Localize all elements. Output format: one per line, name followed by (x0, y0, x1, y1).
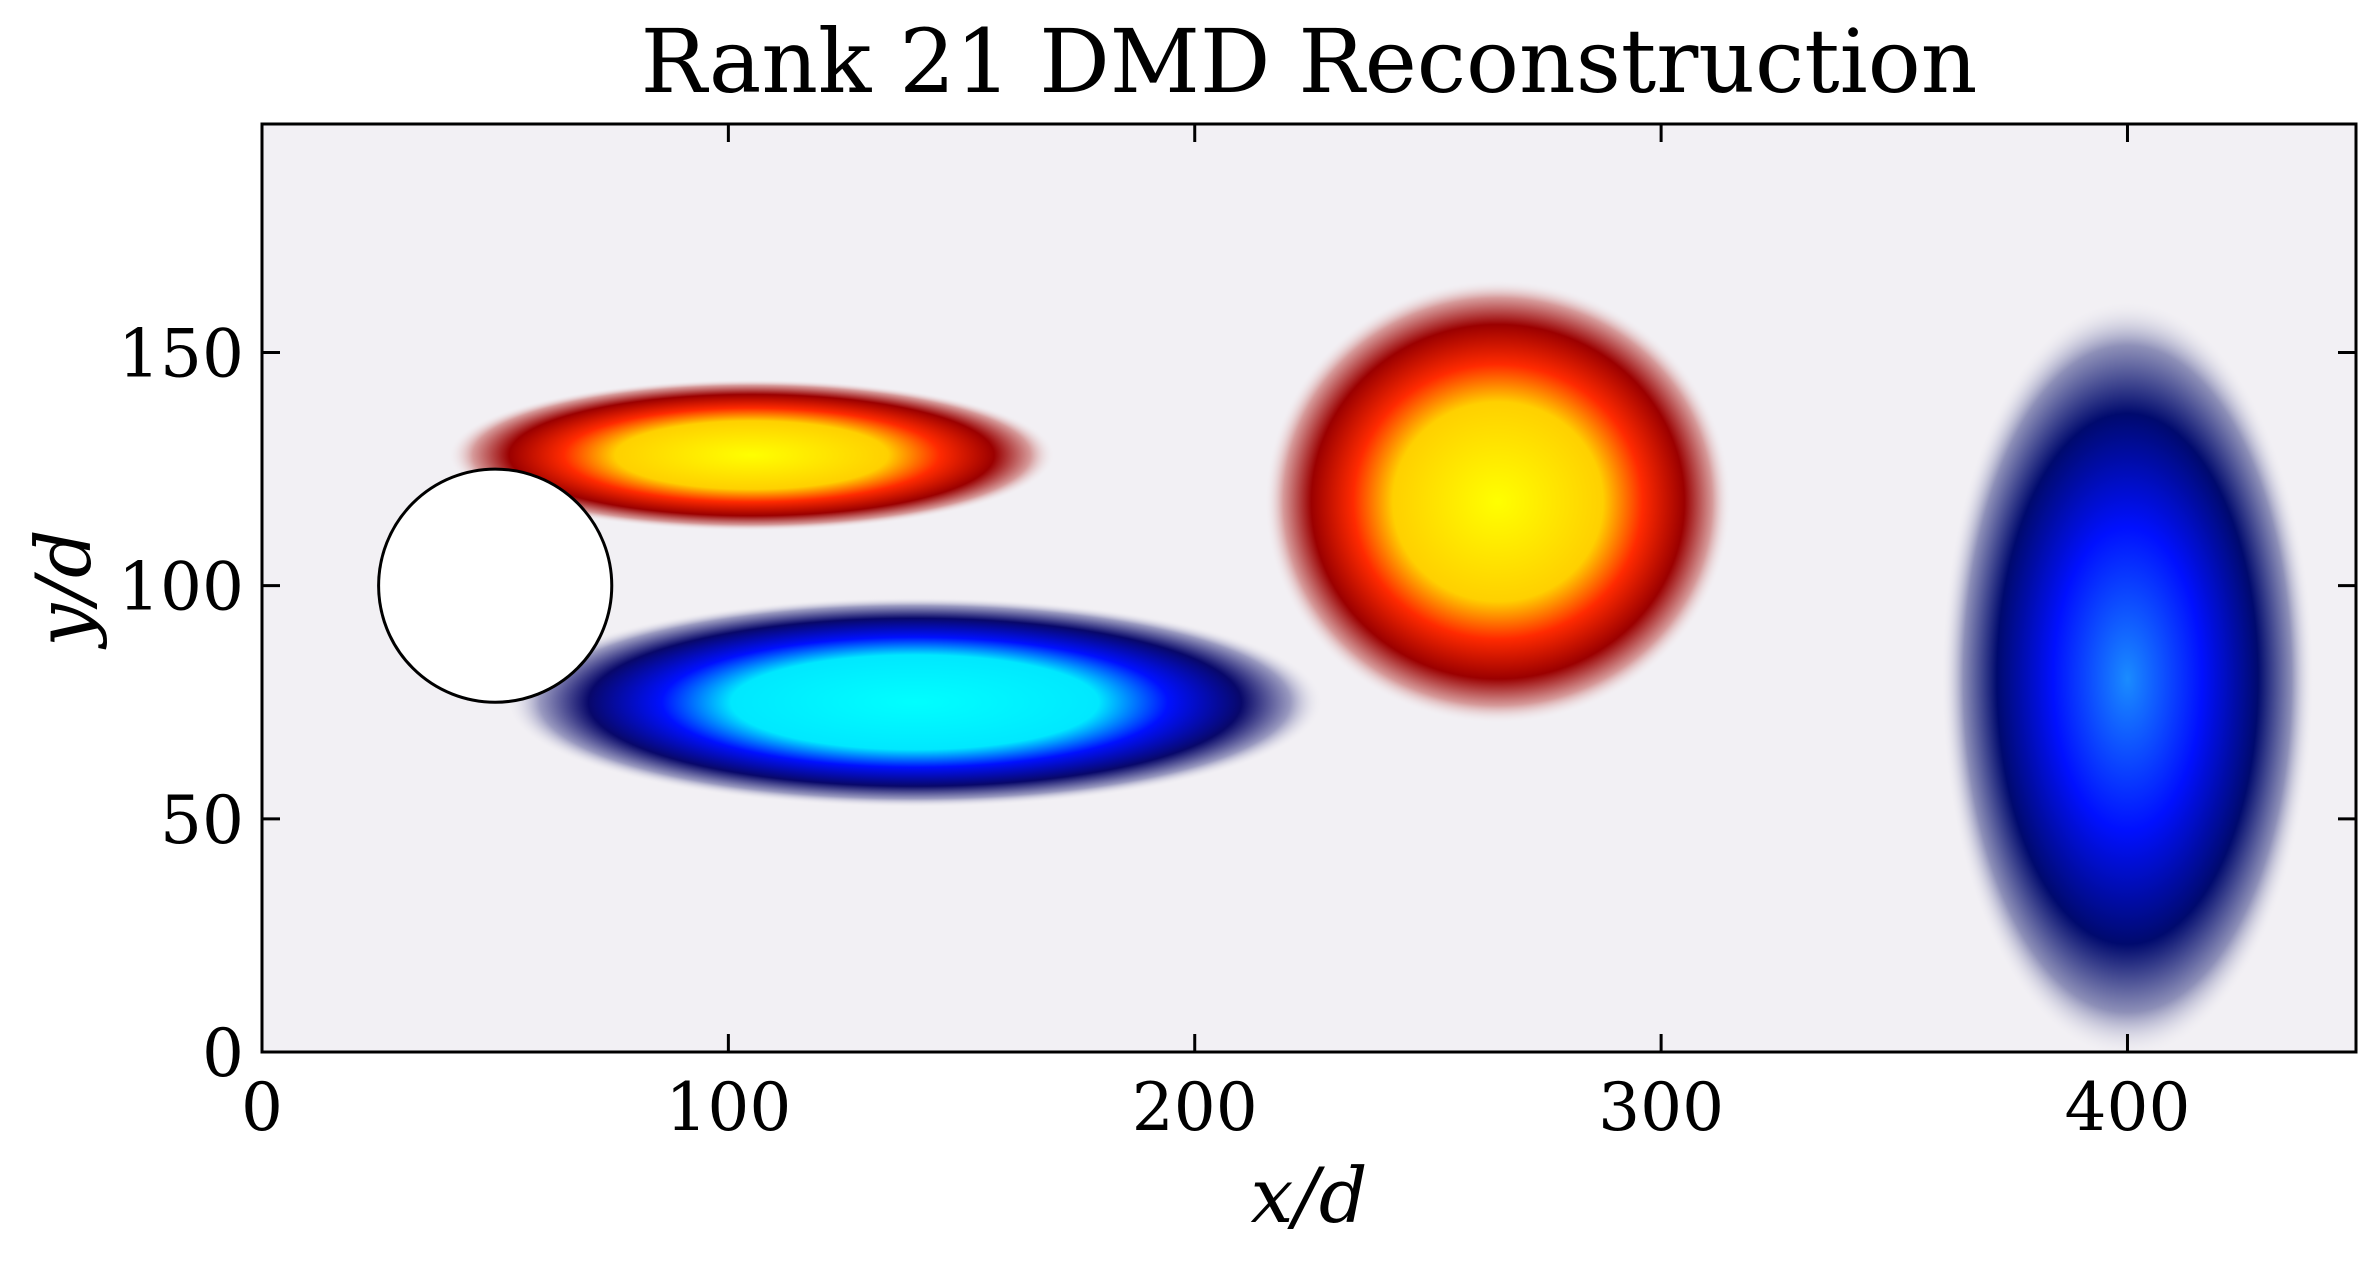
x-tick-label: 0 (241, 1069, 283, 1146)
plot-frame (260, 122, 2358, 1054)
y-tick-label: 0 (202, 1015, 244, 1092)
y-tick-label: 150 (118, 316, 244, 393)
x-tick-label: 100 (665, 1069, 791, 1146)
x-tick-label: 200 (1132, 1069, 1258, 1146)
negative-vortex-4 (1940, 300, 2314, 1052)
vorticity-field (448, 280, 2314, 1052)
x-axis-label: x/d (1250, 1151, 1367, 1240)
negative-vortex-3 (506, 597, 1323, 808)
x-axis-ticks: 0 100 200 300 400 (241, 124, 2190, 1146)
x-tick-label: 300 (1598, 1069, 1724, 1146)
cylinder-obstacle (377, 467, 614, 704)
y-tick-label: 50 (160, 782, 244, 859)
x-tick-label: 400 (2064, 1069, 2190, 1146)
positive-vortex-2 (1264, 280, 1732, 724)
y-axis-label: y/d (19, 529, 108, 649)
positive-vortex-1 (448, 379, 1055, 531)
y-tick-label: 100 (118, 549, 244, 626)
chart-title: Rank 21 DMD Reconstruction (641, 10, 1978, 113)
plot-area (262, 124, 2356, 1052)
y-axis-ticks: 0 50 100 150 (118, 316, 2356, 1092)
